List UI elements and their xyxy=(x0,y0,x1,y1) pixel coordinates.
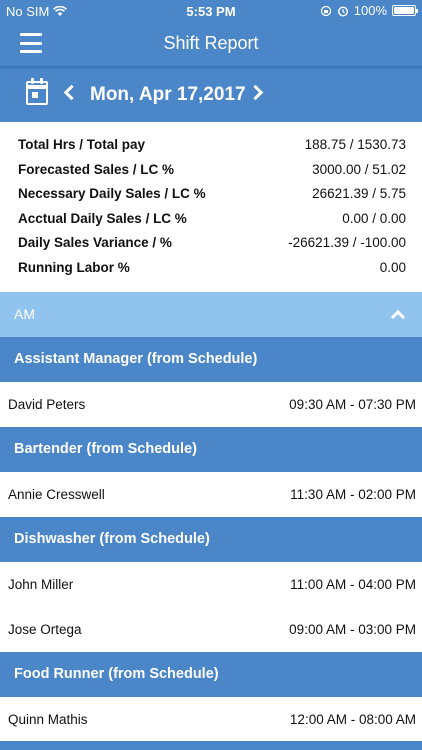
summary-value: -26621.39 / -100.00 xyxy=(288,235,406,250)
shift-time: 09:00 AM - 03:00 PM xyxy=(289,622,416,637)
wifi-icon xyxy=(53,6,68,16)
role-header: Bartender (from Schedule) xyxy=(0,427,422,472)
role-title: Dishwasher (from Schedule) xyxy=(14,531,210,547)
employee-row[interactable]: Quinn Mathis 12:00 AM - 08:00 AM xyxy=(0,697,422,742)
next-role-header-partial xyxy=(0,741,422,750)
summary-label: Acctual Daily Sales / LC % xyxy=(18,210,187,226)
summary-row: Forecasted Sales / LC % 3000.00 / 51.02 xyxy=(0,158,422,183)
shift-time: 11:30 AM - 02:00 PM xyxy=(290,487,416,502)
summary-row: Necessary Daily Sales / LC % 26621.39 / … xyxy=(0,182,422,207)
shift-time: 09:30 AM - 07:30 PM xyxy=(289,397,416,412)
shift-time: 11:00 AM - 04:00 PM xyxy=(290,577,416,592)
carrier-label: No SIM xyxy=(6,4,50,19)
summary-table: Total Hrs / Total pay 188.75 / 1530.73 F… xyxy=(0,133,422,280)
employee-row[interactable]: Annie Cresswell 11:30 AM - 02:00 PM xyxy=(0,472,422,517)
nav-bar: Shift Report xyxy=(0,22,422,66)
summary-row: Running Labor % 0.00 xyxy=(0,256,422,281)
employee-name: David Peters xyxy=(8,397,86,412)
summary-row: Acctual Daily Sales / LC % 0.00 / 0.00 xyxy=(0,207,422,232)
chevron-left-icon[interactable] xyxy=(63,84,80,101)
chevron-up-icon[interactable] xyxy=(390,309,406,325)
hamburger-menu-icon[interactable] xyxy=(20,33,42,53)
summary-value: 0.00 / 0.00 xyxy=(342,210,406,226)
summary-value: 188.75 / 1530.73 xyxy=(304,137,406,152)
summary-label: Forecasted Sales / LC % xyxy=(18,161,175,177)
chevron-right-icon[interactable] xyxy=(247,84,264,101)
summary-value: 3000.00 / 51.02 xyxy=(312,161,406,177)
battery-icon xyxy=(392,5,418,16)
summary-row: Daily Sales Variance / % -26621.39 / -10… xyxy=(0,231,422,256)
date-bar: Mon, Apr 17,2017 xyxy=(0,70,422,122)
battery-percent: 100% xyxy=(353,3,387,18)
shift-section-label: AM xyxy=(14,306,35,322)
employee-name: John Miller xyxy=(8,577,74,592)
summary-row: Total Hrs / Total pay 188.75 / 1530.73 xyxy=(0,133,422,158)
shift-time: 12:00 AM - 08:00 AM xyxy=(289,712,416,727)
role-title: Bartender (from Schedule) xyxy=(14,441,197,457)
clock: 5:53 PM xyxy=(186,4,236,19)
calendar-icon[interactable] xyxy=(26,78,48,105)
status-bar: No SIM 5:53 PM 100% xyxy=(0,0,422,22)
role-header: Food Runner (from Schedule) xyxy=(0,652,422,697)
selected-date[interactable]: Mon, Apr 17,2017 xyxy=(90,84,246,105)
nav-divider xyxy=(0,66,422,70)
summary-value: 26621.39 / 5.75 xyxy=(312,186,406,201)
employee-row[interactable]: Jose Ortega 09:00 AM - 03:00 PM xyxy=(0,607,422,652)
employee-row[interactable]: John Miller 11:00 AM - 04:00 PM xyxy=(0,562,422,607)
summary-value: 0.00 xyxy=(379,259,406,275)
alarm-icon xyxy=(337,5,348,17)
orientation-lock-icon xyxy=(320,5,331,16)
employee-name: Annie Cresswell xyxy=(8,487,105,502)
summary-label: Daily Sales Variance / % xyxy=(18,235,172,250)
page-title: Shift Report xyxy=(163,33,259,53)
role-title: Assistant Manager (from Schedule) xyxy=(14,351,258,367)
employee-name: Jose Ortega xyxy=(8,622,82,637)
role-title: Food Runner (from Schedule) xyxy=(14,666,219,682)
shift-section-toggle[interactable]: AM xyxy=(0,292,422,337)
employee-row[interactable]: David Peters 09:30 AM - 07:30 PM xyxy=(0,382,422,427)
role-header: Dishwasher (from Schedule) xyxy=(0,517,422,562)
summary-label: Running Labor % xyxy=(18,259,130,275)
employee-name: Quinn Mathis xyxy=(8,712,88,727)
summary-label: Necessary Daily Sales / LC % xyxy=(18,186,206,201)
role-header: Assistant Manager (from Schedule) xyxy=(0,337,422,382)
summary-label: Total Hrs / Total pay xyxy=(18,137,146,152)
